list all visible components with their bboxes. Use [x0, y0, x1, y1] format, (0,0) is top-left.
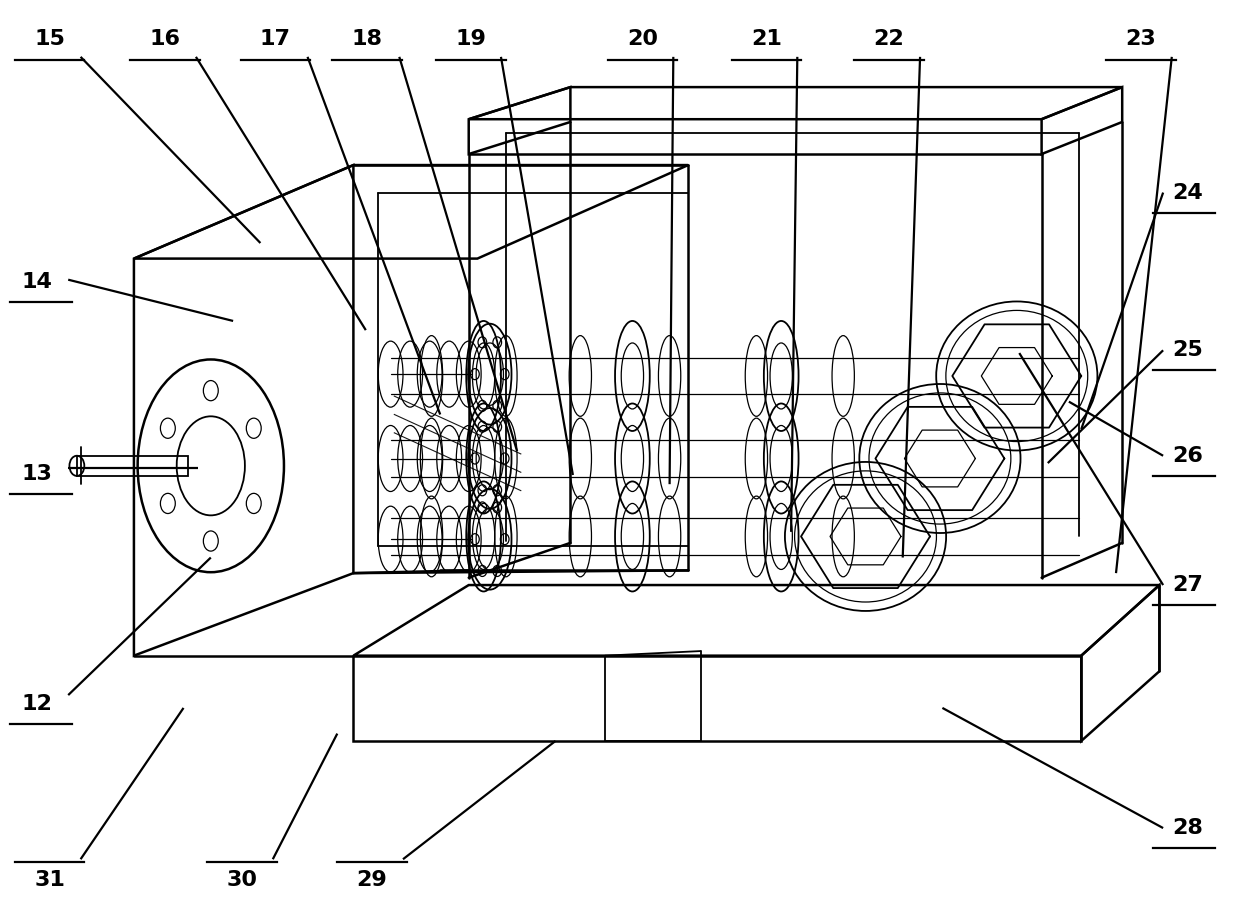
Text: 17: 17 — [260, 29, 290, 50]
Text: 22: 22 — [874, 29, 904, 50]
Text: 13: 13 — [22, 464, 52, 484]
Text: 23: 23 — [1126, 29, 1156, 50]
Text: 20: 20 — [627, 29, 658, 50]
Text: 25: 25 — [1173, 340, 1203, 360]
Text: 31: 31 — [35, 870, 64, 890]
Text: 30: 30 — [226, 870, 258, 890]
Text: 27: 27 — [1173, 575, 1203, 595]
Text: 29: 29 — [357, 870, 387, 890]
Text: 24: 24 — [1173, 182, 1203, 203]
Text: 12: 12 — [22, 694, 52, 714]
Text: 19: 19 — [456, 29, 486, 50]
Text: 21: 21 — [751, 29, 781, 50]
Text: 26: 26 — [1173, 446, 1203, 466]
Text: 18: 18 — [352, 29, 382, 50]
Text: 16: 16 — [150, 29, 181, 50]
Text: 28: 28 — [1173, 818, 1203, 838]
Text: 15: 15 — [35, 29, 64, 50]
Text: 14: 14 — [22, 271, 52, 292]
